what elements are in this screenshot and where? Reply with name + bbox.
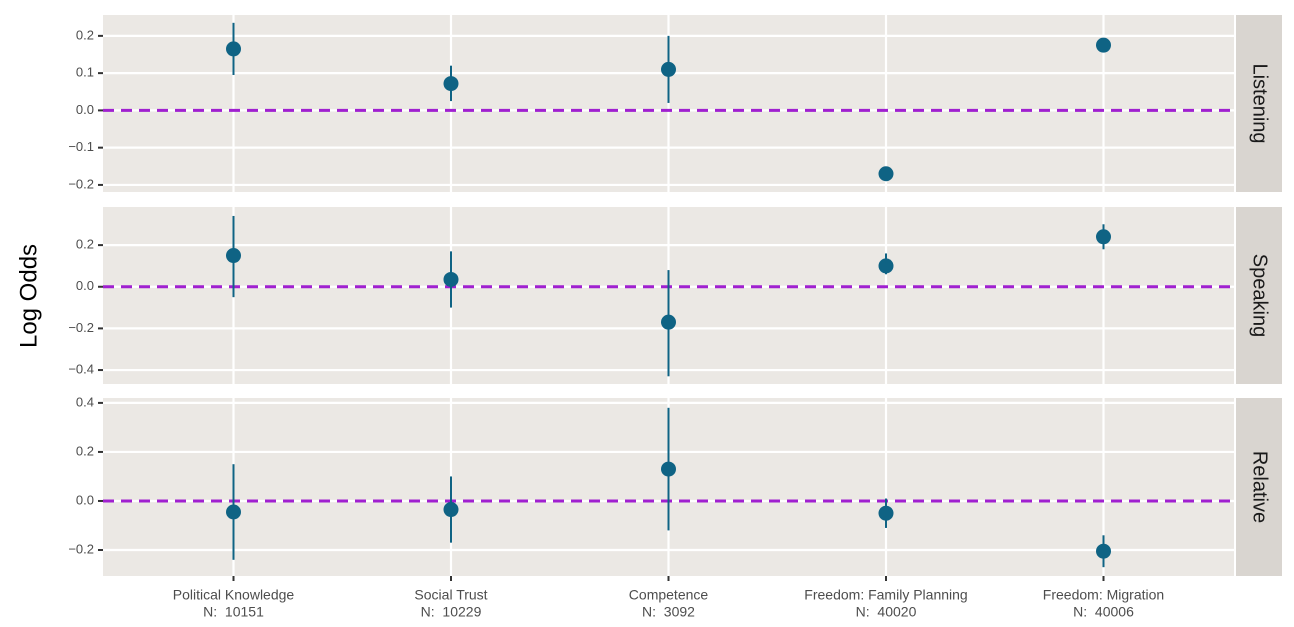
point <box>878 505 894 521</box>
y-tick-label: 0.2 <box>76 443 94 458</box>
strip-background <box>1236 398 1282 576</box>
y-tick-label: 0.2 <box>76 27 94 42</box>
y-tick-label: −0.2 <box>68 541 94 556</box>
x-tick-note: N: 40006 <box>1073 604 1134 620</box>
x-tick-note: N: 10229 <box>421 604 482 620</box>
y-tick-label: 0.0 <box>76 102 94 117</box>
point <box>443 271 459 287</box>
y-tick-label: −0.4 <box>68 361 94 376</box>
y-axis-label: Log Odds <box>15 244 42 348</box>
point <box>443 502 459 518</box>
point <box>226 41 241 57</box>
y-tick-label: 0.4 <box>76 394 94 409</box>
strip-background <box>1236 15 1282 192</box>
point <box>661 61 676 77</box>
x-tick-label: Social Trust <box>414 587 487 603</box>
y-tick-label: 0.0 <box>76 278 94 293</box>
y-tick-label: 0.2 <box>76 237 94 252</box>
point <box>661 461 676 477</box>
point <box>226 504 241 520</box>
x-tick-note: N: 40020 <box>856 604 917 620</box>
strip-label: Relative <box>1249 451 1271 523</box>
y-tick-label: −0.2 <box>68 176 94 191</box>
point <box>878 166 894 182</box>
point <box>1096 229 1111 245</box>
x-tick-label: Freedom: Migration <box>1043 587 1164 603</box>
y-tick-label: −0.1 <box>68 139 94 154</box>
point <box>226 248 241 264</box>
y-tick-label: 0.1 <box>76 65 94 80</box>
strip-label: Listening <box>1249 63 1271 143</box>
point <box>878 258 894 274</box>
strip-background <box>1236 207 1282 384</box>
point <box>1096 543 1111 559</box>
x-tick-label: Competence <box>629 587 709 603</box>
x-tick-note: N: 10151 <box>203 604 264 620</box>
point <box>1096 37 1111 53</box>
point <box>443 76 459 92</box>
y-tick-label: −0.2 <box>68 320 94 335</box>
x-tick-label: Political Knowledge <box>173 587 295 603</box>
x-tick-note: N: 3092 <box>642 604 695 620</box>
y-tick-label: 0.0 <box>76 492 94 507</box>
strip-label: Speaking <box>1249 254 1271 337</box>
point <box>661 314 676 330</box>
x-tick-label: Freedom: Family Planning <box>804 587 967 603</box>
